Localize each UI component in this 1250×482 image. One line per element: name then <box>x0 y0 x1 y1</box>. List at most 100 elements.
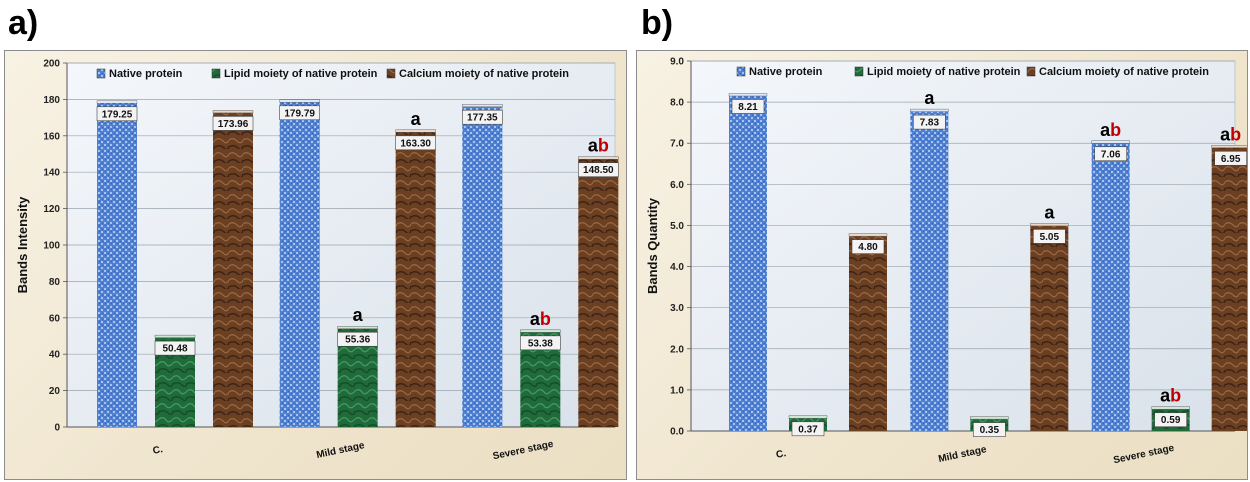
bar-cap-native <box>910 108 949 112</box>
y-tick-label: 140 <box>43 168 60 179</box>
bar-cap-lipid <box>154 334 196 338</box>
significance-label: ab <box>1100 120 1121 140</box>
legend-swatch-native <box>96 68 106 79</box>
y-tick-label: 180 <box>43 95 60 106</box>
data-label: 7.06 <box>1101 149 1121 160</box>
bar-cap-calcium <box>848 233 888 237</box>
legend-swatch-calcium <box>386 68 396 79</box>
data-label-box <box>154 340 196 356</box>
y-tick-label: 7.0 <box>670 139 684 150</box>
data-label-box <box>851 239 885 254</box>
legend-swatch-lipid <box>211 68 221 79</box>
bar-cap-calcium <box>578 156 619 160</box>
bar-cap-calcium <box>1211 145 1247 148</box>
panel-a-letter: a) <box>8 4 39 42</box>
significance-letter-b: b <box>1110 120 1121 140</box>
data-label: 0.35 <box>980 425 1000 436</box>
significance-label: a <box>353 305 364 325</box>
y-tick-label: 3.0 <box>670 303 684 314</box>
data-label: 4.80 <box>858 242 878 253</box>
data-label-box <box>337 331 378 347</box>
bar-native <box>462 104 503 428</box>
y-axis-label: Bands Quantity <box>645 197 660 294</box>
legend-label-lipid: Lipid moiety of native protein <box>224 68 378 80</box>
data-label: 6.95 <box>1221 154 1241 165</box>
panel-b-letter: b) <box>641 4 674 42</box>
y-tick-label: 200 <box>43 59 60 70</box>
legend-label-calcium: Calcium moiety of native protein <box>399 68 569 80</box>
data-label-box <box>1094 146 1127 162</box>
y-tick-label: 2.0 <box>670 344 684 355</box>
data-label-box <box>96 106 138 122</box>
data-label: 0.37 <box>798 424 818 435</box>
bar-cap-native <box>728 93 768 97</box>
significance-label: a <box>924 88 935 108</box>
bar-native <box>729 93 767 431</box>
bar-native <box>97 100 137 427</box>
chart-svg-b: 0.0 1.0 2.0 3.0 4.0 5.0 6.0 7.0 8.0 9.0 Bands Quan… <box>645 57 1247 467</box>
y-tick-label: 4.0 <box>670 262 684 273</box>
legend-label-calcium: Calcium moiety of native protein <box>1039 66 1209 78</box>
data-label: 8.21 <box>738 102 758 113</box>
data-label-box <box>578 162 619 178</box>
chart-panel-a: 0 20 40 60 80 100 120 140 160 180 200 Bands Intensi… <box>4 50 627 480</box>
bar-cap-lipid <box>520 329 561 333</box>
x-tick-label: Mild stage <box>937 444 988 465</box>
chart-panel-b: 0.0 1.0 2.0 3.0 4.0 5.0 6.0 7.0 8.0 9.0 Bands Quan… <box>636 50 1248 480</box>
data-label: 50.48 <box>162 344 187 355</box>
y-tick-label: 5.0 <box>670 221 684 232</box>
bar-native <box>1091 140 1130 431</box>
y-tick-label: 120 <box>43 204 60 215</box>
bar-calcium <box>1030 223 1069 431</box>
y-tick-label: 0 <box>54 423 60 434</box>
data-label: 163.30 <box>400 138 431 149</box>
significance-letter-b: b <box>598 136 609 156</box>
y-tick-label: 80 <box>49 277 61 288</box>
bar-native <box>279 99 320 427</box>
x-tick-label: C. <box>152 444 164 457</box>
significance-letter-a: a <box>1044 202 1055 222</box>
significance-letter-a: a <box>1100 120 1111 140</box>
significance-letter-b: b <box>1230 124 1241 144</box>
y-axis-label: Bands Intensity <box>15 196 30 294</box>
bar-cap-lipid <box>1151 406 1190 410</box>
significance-label: ab <box>530 309 551 329</box>
significance-letter-a: a <box>588 136 599 156</box>
y-tick-label: 40 <box>49 350 61 361</box>
data-label-box <box>973 422 1006 437</box>
significance-letter-a: a <box>1220 124 1231 144</box>
significance-label: ab <box>588 136 609 156</box>
data-label-box <box>1154 412 1187 428</box>
significance-label: a <box>411 109 422 129</box>
y-tick-label: 60 <box>49 313 61 324</box>
data-label: 53.38 <box>528 338 553 349</box>
y-tick-label: 0.0 <box>670 427 684 438</box>
data-label-box <box>520 335 561 351</box>
data-label-box <box>1033 229 1066 244</box>
significance-letter-a: a <box>353 305 364 325</box>
bar-cap-lipid <box>337 326 378 329</box>
data-label: 0.59 <box>1161 415 1181 426</box>
significance-label: a <box>1044 202 1055 222</box>
data-label-box <box>731 99 765 114</box>
bar-cap-native <box>96 100 138 104</box>
x-tick-label: Severe stage <box>1112 443 1175 467</box>
data-label-box <box>913 114 946 130</box>
data-label-box <box>212 116 254 131</box>
bar-calcium <box>1211 145 1247 431</box>
significance-letter-a: a <box>924 88 935 108</box>
significance-letter-a: a <box>530 309 541 329</box>
bar-cap-native <box>279 99 320 103</box>
data-label: 177.35 <box>467 113 498 124</box>
chart-svg-a: 0 20 40 60 80 100 120 140 160 180 200 Bands Intensi… <box>15 59 619 462</box>
bar-calcium <box>395 129 436 427</box>
y-tick-label: 8.0 <box>670 98 684 109</box>
significance-letter-a: a <box>1160 386 1171 406</box>
legend-label-native: Native protein <box>749 66 823 78</box>
significance-letter-b: b <box>1170 386 1181 406</box>
bar-calcium <box>849 233 887 431</box>
y-tick-label: 6.0 <box>670 180 684 191</box>
bar-cap-calcium <box>1030 223 1069 227</box>
bar-calcium <box>578 156 619 427</box>
significance-letter-b: b <box>540 309 551 329</box>
